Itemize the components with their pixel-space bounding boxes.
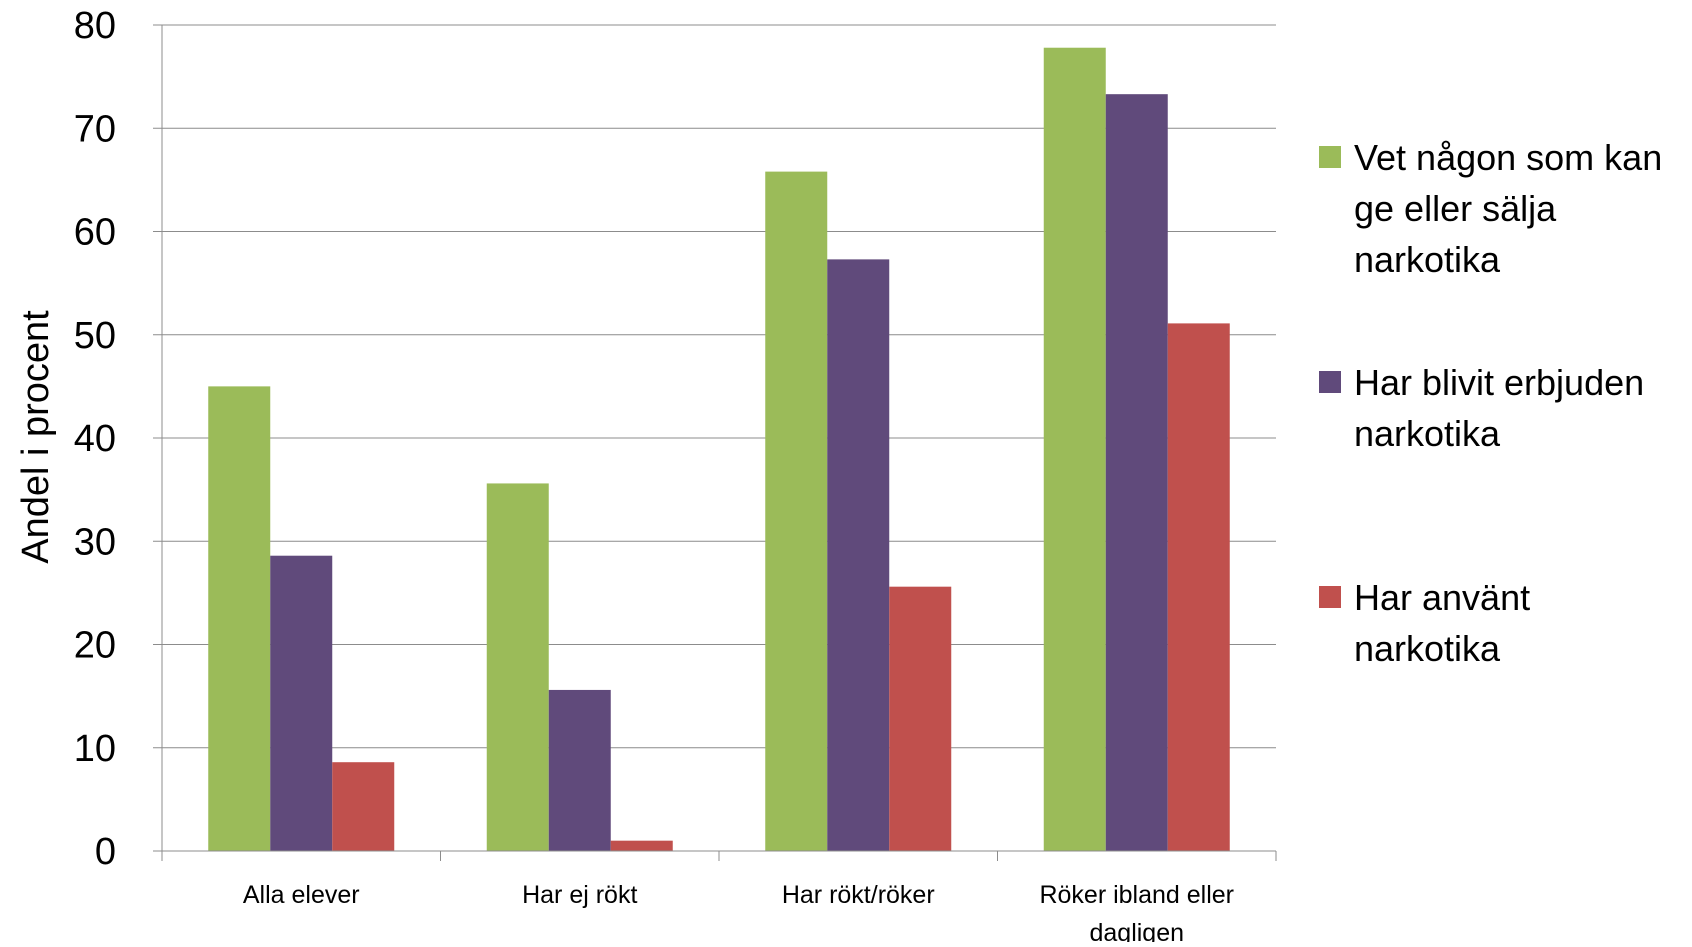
gridlines	[162, 24, 1276, 749]
bar	[1167, 323, 1230, 852]
bar	[765, 171, 828, 852]
legend-label: ge eller sälja	[1354, 188, 1557, 229]
y-tick-label: 0	[95, 831, 116, 873]
x-tick-labels: Alla elever Har ej rökt Har rökt/röker Röke…	[243, 881, 1234, 947]
bar	[270, 555, 333, 851]
y-axis-title: Andel i procent	[15, 310, 57, 564]
y-tick-label: 20	[74, 625, 116, 667]
legend-swatch	[1319, 586, 1341, 608]
legend-label: narkotika	[1354, 413, 1501, 454]
bar	[548, 689, 611, 851]
y-tick-label: 70	[74, 108, 116, 150]
x-tick-label: Har rökt/röker	[782, 881, 935, 909]
axes	[153, 24, 1277, 861]
x-tick-label: Har ej rökt	[522, 881, 637, 909]
legend-swatch	[1319, 371, 1341, 393]
legend-label: Har blivit erbjuden	[1354, 362, 1644, 403]
bar	[486, 483, 549, 851]
y-tick-label: 80	[74, 5, 116, 47]
bar	[208, 386, 271, 851]
bar	[610, 840, 673, 851]
legend-label: Har använt	[1354, 577, 1530, 618]
y-tick-labels: 0 10 20 30 40 50 60 70 80	[74, 5, 116, 873]
x-tick-label: Alla elever	[243, 881, 360, 909]
legend-label: Vet någon som kan	[1354, 137, 1662, 178]
bar	[827, 259, 890, 851]
legend-label: narkotika	[1354, 239, 1501, 280]
legend: Vet någon som kan ge eller sälja narkotika…	[1319, 137, 1662, 669]
bar	[1043, 47, 1106, 851]
legend-label: narkotika	[1354, 628, 1501, 669]
y-tick-label: 40	[74, 418, 116, 460]
bar	[889, 586, 952, 851]
bars	[208, 47, 1230, 852]
y-tick-label: 50	[74, 315, 116, 357]
bar	[332, 762, 395, 851]
x-tick-label: Röker ibland eller	[1039, 881, 1234, 909]
y-tick-label: 60	[74, 212, 116, 254]
legend-swatch	[1319, 146, 1341, 168]
x-tick-label: dagligen	[1089, 919, 1184, 942]
y-tick-label: 10	[74, 728, 116, 770]
bar	[1105, 94, 1168, 852]
y-tick-label: 30	[74, 521, 116, 563]
